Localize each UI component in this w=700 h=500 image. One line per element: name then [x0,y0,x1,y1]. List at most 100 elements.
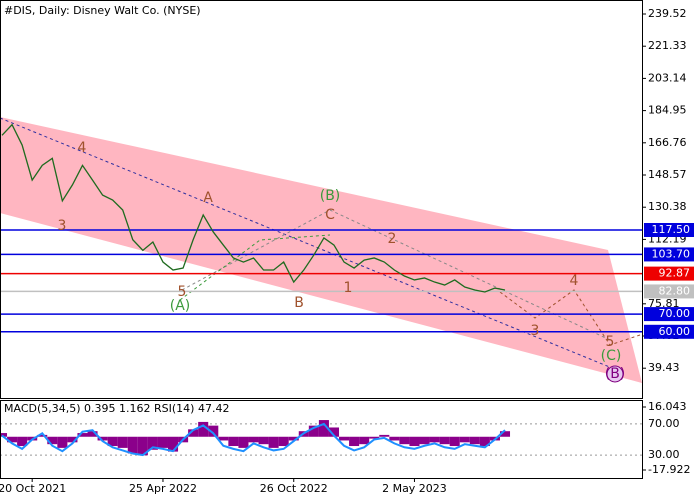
x-tick-label: 26 Oct 2022 [260,482,328,495]
histogram-bar [399,436,410,445]
level-label: 70.00 [659,307,691,320]
y-tick-label: 130.38 [648,200,687,213]
histogram-bar [7,436,18,443]
histogram-bar [328,427,340,437]
histogram-bar [459,436,470,443]
histogram-bar [97,436,108,441]
y2-tick-label: 70.00 [648,417,680,430]
x-tick-label: 25 Apr 2022 [129,482,197,495]
histogram-bar [238,436,249,448]
level-label: 103.70 [652,247,691,260]
histogram-bar [228,436,239,447]
histogram-bar [419,436,430,445]
histogram-bar [67,436,78,443]
level-box [644,247,694,262]
histogram-bar [469,436,480,445]
level-box [644,223,694,238]
level-label: 82.80 [659,284,691,297]
histogram-bar [369,436,380,439]
histogram-bar [117,436,128,448]
wave-label: 4 [570,273,579,289]
chart-title: #DIS, Daily: Disney Walt Co. (NYSE) [4,4,201,17]
projection [499,289,641,346]
histogram-bar [248,436,259,443]
histogram-bar [389,436,400,441]
histogram-bar [318,420,329,437]
level-label: 92.87 [659,267,691,280]
histogram-bar [479,436,490,447]
y-tick-label: 203.14 [648,71,687,84]
histogram-bar [379,434,390,437]
wave-label: 3 [531,323,540,339]
histogram-bar [188,429,199,437]
main-panel: 239.52221.33203.14184.95166.76148.57130.… [0,7,694,495]
wave-label: 2 [388,231,397,247]
histogram-bar [198,421,209,437]
indicator-title: MACD(5,34,5) 0.395 1.162 RSI(14) 47.42 [4,402,229,415]
histogram-bar [0,433,8,437]
price-line [1,123,506,293]
y2-tick-label: 30.00 [648,448,680,461]
x-tick-label: 20 Oct 2021 [0,482,66,495]
wave-label: 5 [178,284,187,300]
y-tick-label: 184.95 [648,104,687,117]
level-box [644,307,694,322]
wave-label: B [294,295,304,311]
histogram-bar [409,436,420,447]
histogram-bar [57,436,68,448]
histogram-bar [499,431,511,437]
wave-label: (A) [170,298,191,314]
histogram-bar [107,436,118,447]
histogram-bar [258,436,269,445]
histogram-bar [268,436,279,448]
y-tick-label: 221.33 [648,39,687,52]
histogram-bar [47,436,58,445]
level-box [644,324,694,339]
level-label: 60.00 [659,325,691,338]
histogram-bar [137,436,148,456]
wave-label: (B) [320,188,341,204]
wave-label: C [325,207,335,223]
histogram-bar [208,425,219,437]
histogram-bar [449,436,460,447]
histogram-bar [359,436,370,445]
wave-label: (B) [605,366,626,382]
y-tick-label: 239.52 [648,7,687,20]
wave-label: 3 [58,218,67,234]
wave-label: 5 [606,334,615,350]
histogram-bar [147,436,158,450]
y-tick-label: -17.922 [648,463,690,476]
y-tick-label: 148.57 [648,168,687,181]
wave-label: 4 [78,140,87,156]
indicator-panel: 16.043 -17.922 70.00 30.00 [0,400,690,476]
wave-label: (C) [601,348,622,364]
y-tick-label: 75.81 [648,297,680,310]
projection [181,209,611,341]
channel [0,117,642,383]
histogram-bar [349,436,360,447]
level-label: 117.50 [652,223,691,236]
y-tick-label: 16.043 [648,400,687,413]
level-box [644,284,694,299]
histogram-bar [77,433,88,437]
projection [179,234,331,301]
histogram-bar [278,436,289,447]
histogram-bar [339,436,350,441]
histogram-bar [17,436,28,447]
histogram-bar [157,436,168,448]
wave-label: A [203,190,213,206]
indicator-frame [0,400,643,479]
histogram-bar [167,436,179,452]
histogram-bar [37,434,48,437]
histogram-bar [218,436,229,441]
histogram-bar [288,436,299,441]
wave-circle [606,365,624,383]
main-frame [0,0,643,399]
histogram-bar [429,436,440,443]
histogram-bar [308,425,319,437]
histogram-bar [87,431,98,437]
y-tick-label: 39.43 [648,361,680,374]
histogram-bar [439,436,450,445]
x-tick-label: 2 May 2023 [382,482,447,495]
